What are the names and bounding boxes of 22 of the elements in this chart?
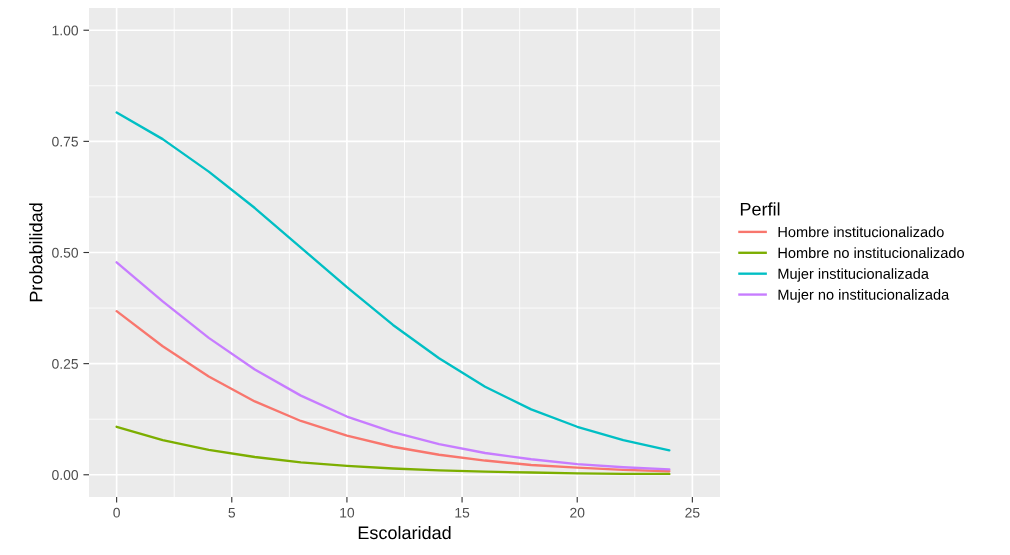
- x-tick-label: 15: [455, 507, 470, 518]
- legend-label: Hombre institucionalizado: [778, 226, 944, 238]
- y-tick-label: 1.00: [52, 25, 79, 36]
- y-tick-label: 0.00: [52, 470, 79, 480]
- y-tick-label: 0.75: [52, 136, 78, 147]
- y-tick-label: 0.25: [52, 358, 78, 369]
- legend-label: Mujer institucionalizada: [778, 268, 929, 282]
- x-tick-label: 25: [685, 507, 700, 518]
- x-tick-label: 5: [228, 507, 236, 518]
- line-series: [115, 425, 671, 476]
- legend-label: Mujer no institucionalizada: [778, 289, 950, 303]
- legend-label: Hombre no institucionalizado: [778, 247, 964, 259]
- line-series: [115, 111, 671, 452]
- x-tick-label: 20: [570, 507, 585, 518]
- legend-title: Perfil: [740, 202, 780, 216]
- x-tick-label: 0: [113, 507, 120, 518]
- x-axis-title: Escolaridad: [358, 525, 451, 540]
- line-series: [115, 261, 671, 471]
- line-series: [115, 310, 671, 473]
- y-tick-label: 0.50: [52, 247, 79, 258]
- x-tick-label: 10: [340, 507, 355, 518]
- y-axis-title: Probabilidad: [29, 203, 43, 302]
